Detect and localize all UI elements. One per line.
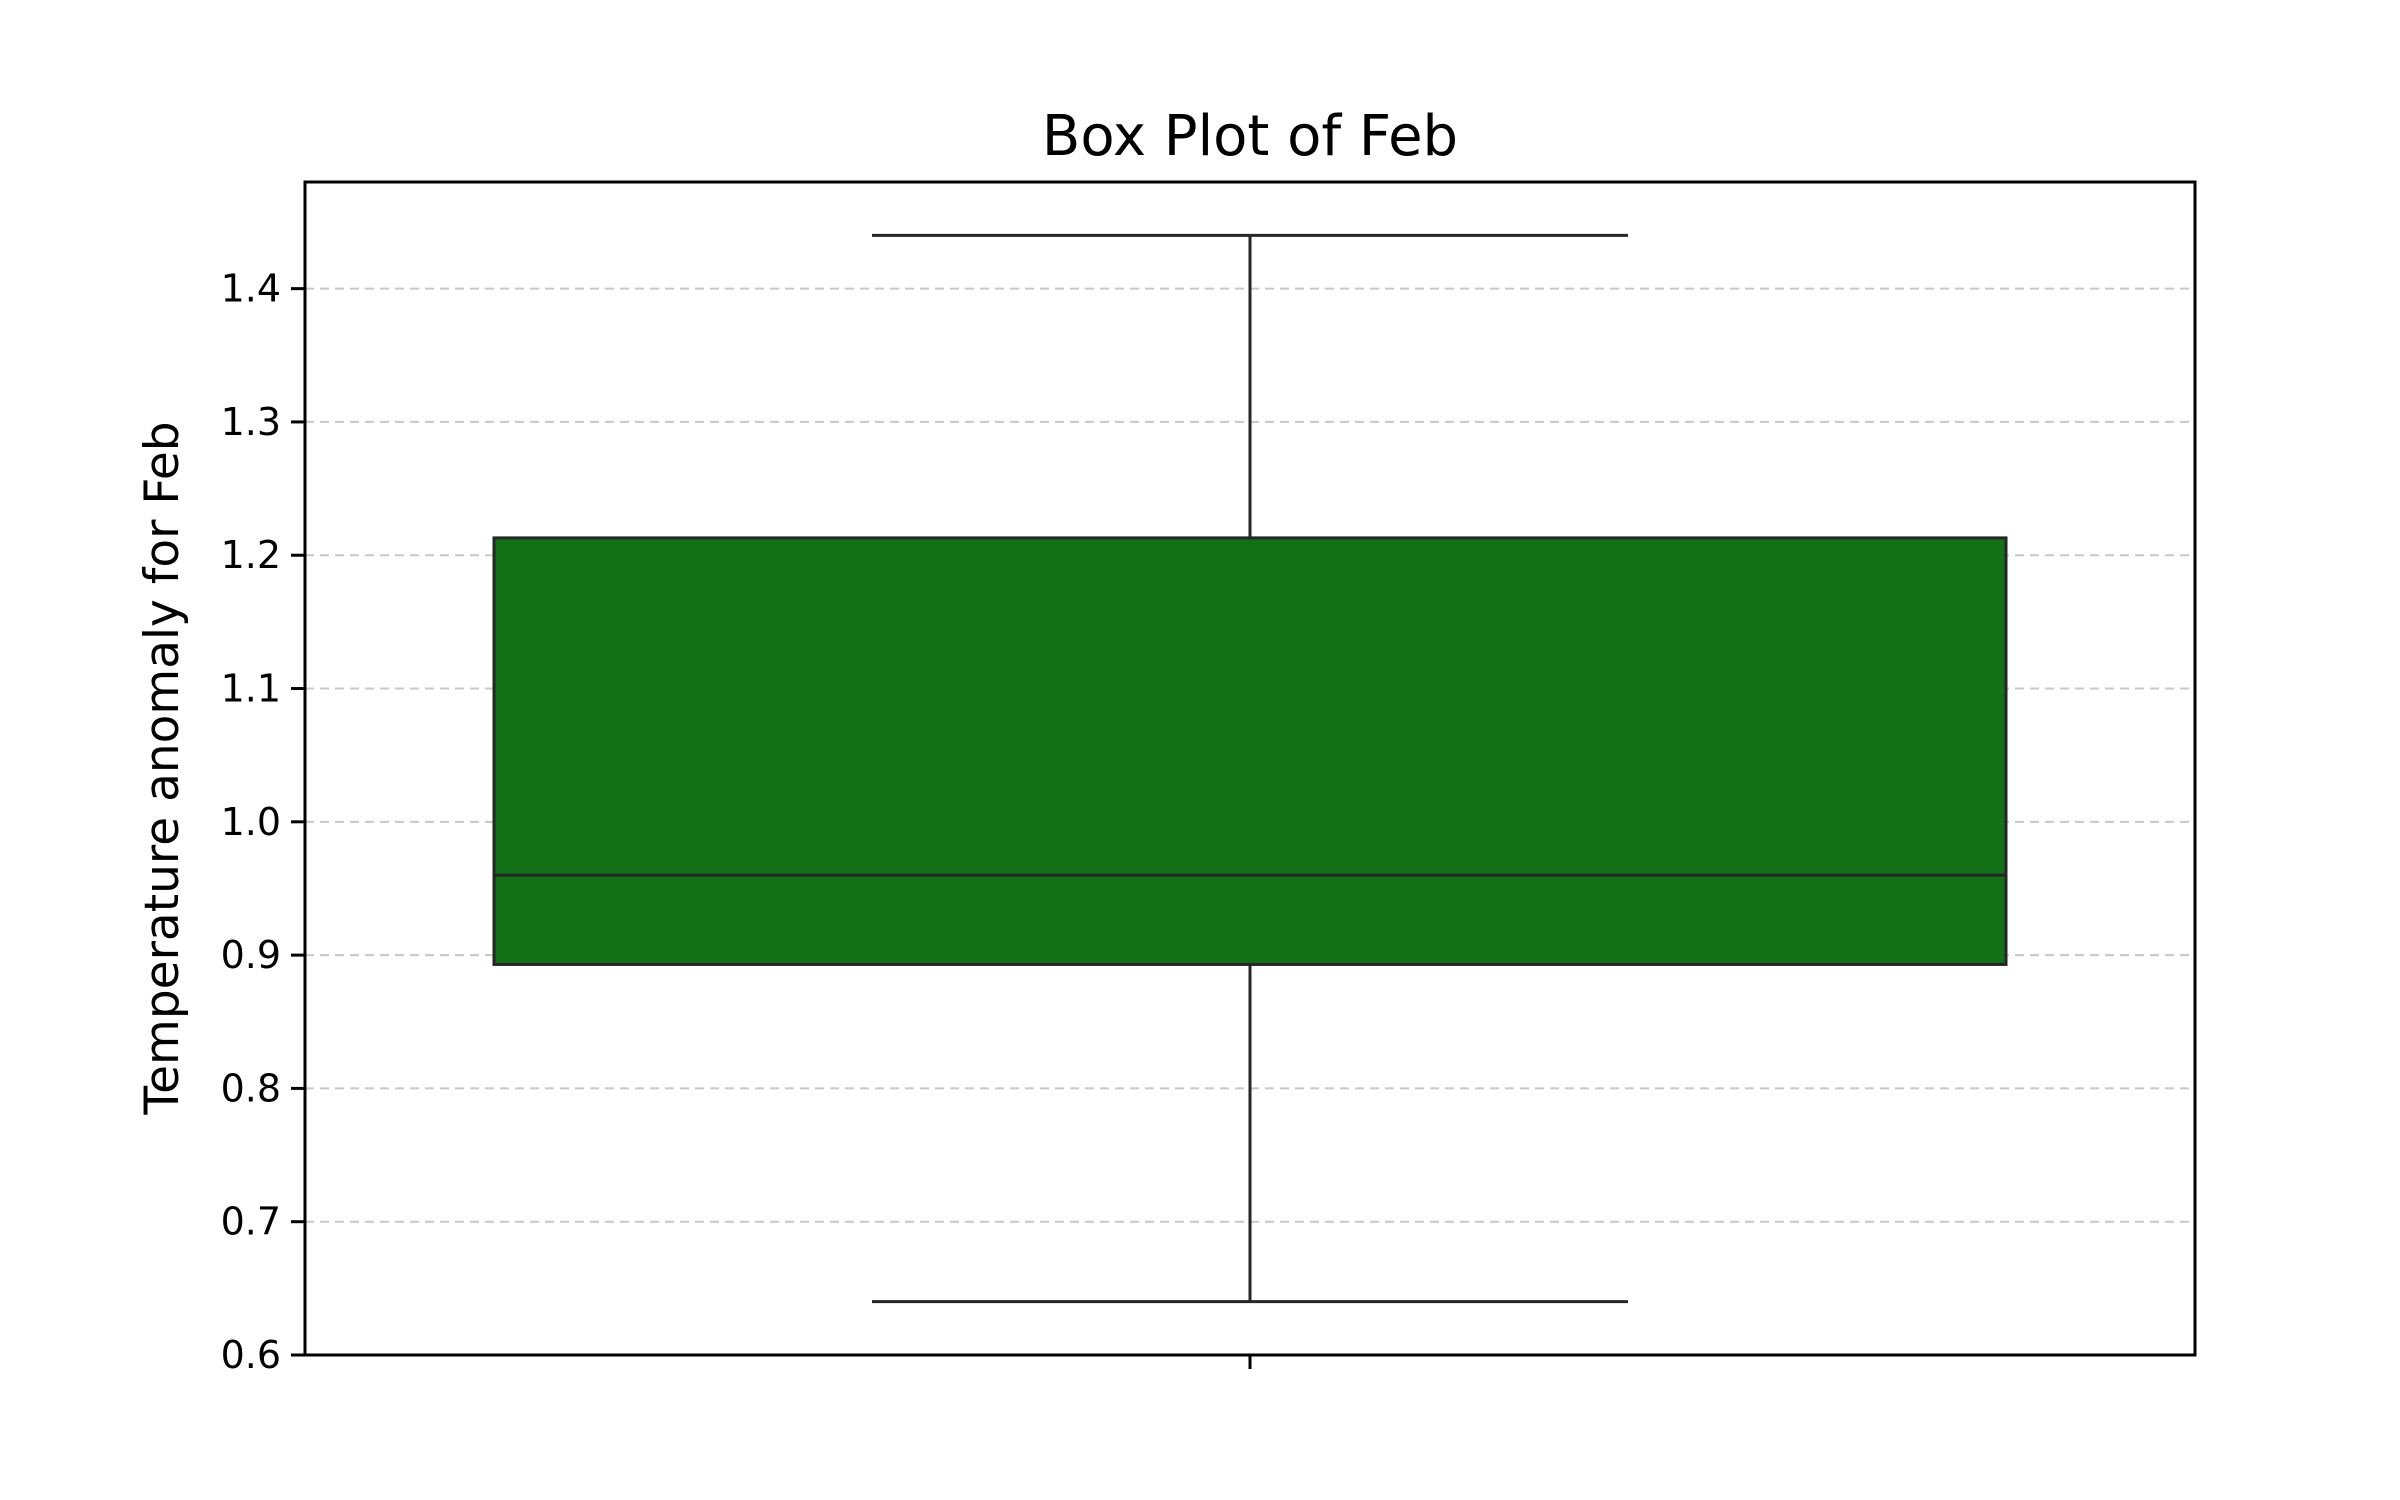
y-axis-label: Temperature anomaly for Feb	[135, 421, 190, 1115]
chart-title: Box Plot of Feb	[1042, 104, 1458, 169]
y-tick-label: 1.3	[221, 400, 281, 444]
y-tick-label: 0.8	[221, 1066, 281, 1110]
y-tick-label: 1.2	[221, 533, 281, 577]
y-tick-label: 1.1	[221, 667, 281, 711]
y-tick-label: 1.0	[221, 800, 281, 844]
iqr-box	[492, 536, 2008, 966]
y-tick-label: 0.7	[221, 1200, 281, 1244]
y-tick-label: 0.9	[221, 933, 281, 977]
y-tick-label: 1.4	[221, 267, 281, 311]
box-plot	[492, 233, 2008, 1304]
y-axis-ticks: 0.6 0.7 0.8 0.9 1.0 1.1 1.2 1.3 1.4	[221, 267, 305, 1377]
y-tick-label: 0.6	[221, 1333, 281, 1377]
